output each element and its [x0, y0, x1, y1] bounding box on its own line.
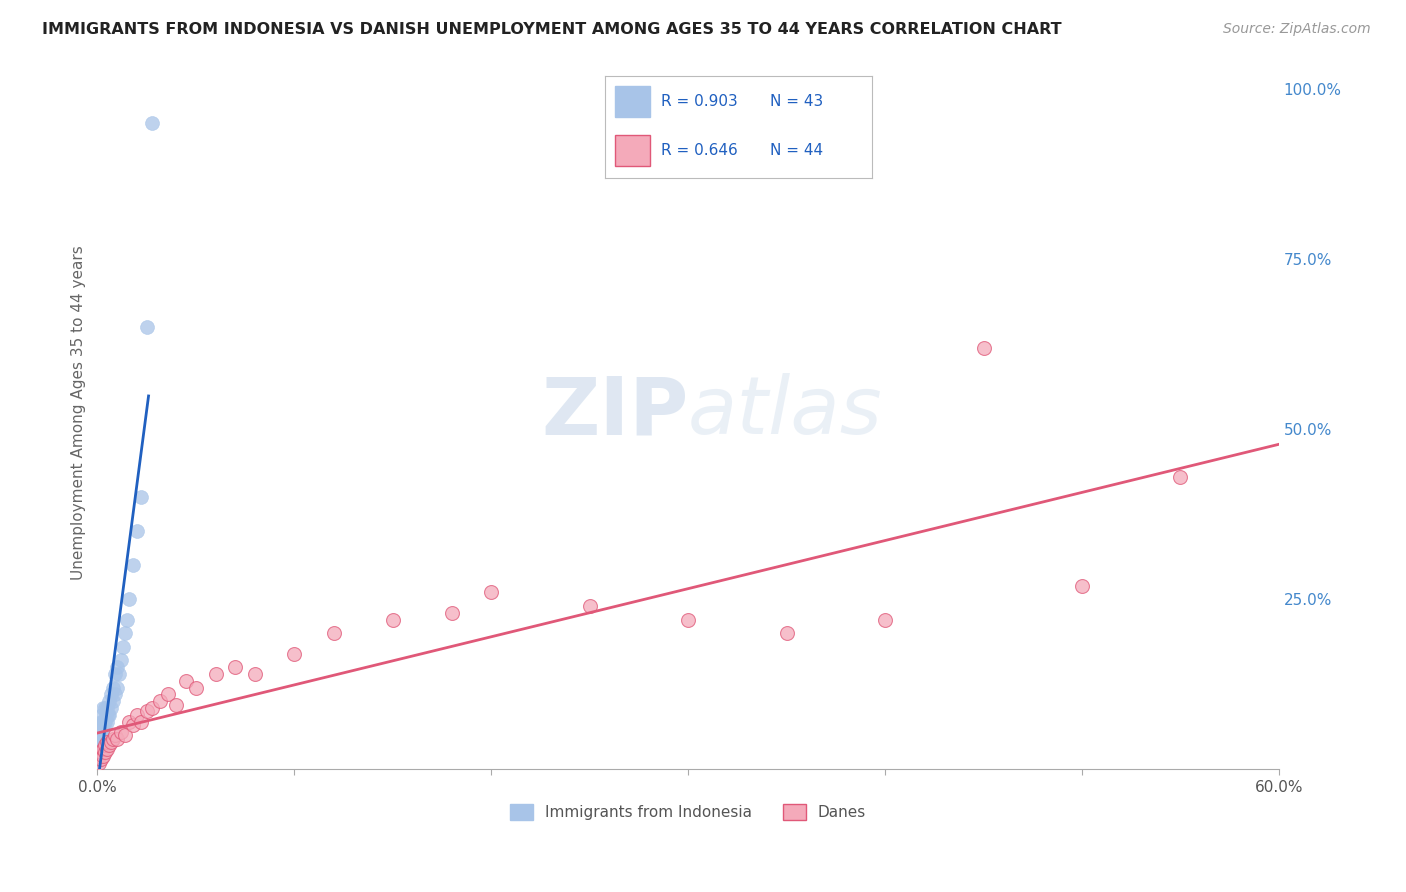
Point	[111, 640, 134, 654]
Point	[578, 599, 600, 613]
Point	[184, 681, 207, 695]
Point	[96, 742, 118, 756]
Point	[98, 694, 121, 708]
Point	[100, 688, 122, 702]
Point	[90, 728, 112, 742]
Point	[86, 752, 108, 766]
Point	[86, 756, 108, 770]
Point	[90, 752, 112, 766]
Point	[96, 735, 118, 749]
Text: N = 44: N = 44	[770, 144, 824, 158]
Point	[108, 667, 131, 681]
Text: R = 0.646: R = 0.646	[661, 144, 737, 158]
Point	[101, 731, 124, 746]
Point	[129, 490, 152, 504]
Point	[94, 701, 117, 715]
Point	[91, 742, 114, 756]
Point	[101, 694, 124, 708]
Point	[100, 735, 122, 749]
Point	[91, 714, 114, 729]
Point	[100, 701, 122, 715]
Point	[873, 613, 896, 627]
Point	[121, 718, 143, 732]
Point	[91, 701, 114, 715]
Point	[676, 613, 699, 627]
Point	[479, 585, 502, 599]
Point	[243, 667, 266, 681]
Point	[322, 626, 344, 640]
Point	[204, 667, 226, 681]
Point	[91, 722, 114, 736]
Text: IMMIGRANTS FROM INDONESIA VS DANISH UNEMPLOYMENT AMONG AGES 35 TO 44 YEARS CORRE: IMMIGRANTS FROM INDONESIA VS DANISH UNEM…	[42, 22, 1062, 37]
Text: atlas: atlas	[688, 373, 883, 451]
Point	[157, 688, 180, 702]
Point	[87, 735, 110, 749]
Legend: Immigrants from Indonesia, Danes: Immigrants from Indonesia, Danes	[503, 797, 872, 826]
Point	[96, 714, 118, 729]
Point	[91, 728, 114, 742]
Point	[89, 722, 111, 736]
Point	[135, 320, 157, 334]
Point	[98, 739, 121, 753]
Point	[105, 731, 128, 746]
Point	[141, 116, 163, 130]
Point	[121, 558, 143, 573]
Point	[973, 341, 995, 355]
Point	[96, 701, 118, 715]
Point	[91, 707, 114, 722]
Point	[125, 524, 148, 539]
Point	[1170, 470, 1192, 484]
Point	[125, 707, 148, 722]
Y-axis label: Unemployment Among Ages 35 to 44 years: Unemployment Among Ages 35 to 44 years	[72, 244, 86, 580]
Point	[94, 714, 117, 729]
Point	[90, 745, 112, 759]
Text: Source: ZipAtlas.com: Source: ZipAtlas.com	[1223, 22, 1371, 37]
Point	[93, 714, 115, 729]
Point	[115, 613, 138, 627]
Point	[149, 694, 172, 708]
Point	[91, 748, 114, 763]
Point	[381, 613, 404, 627]
Point	[1071, 579, 1094, 593]
Point	[104, 728, 127, 742]
Point	[105, 681, 128, 695]
Text: R = 0.903: R = 0.903	[661, 94, 737, 109]
Point	[114, 728, 136, 742]
Point	[94, 745, 117, 759]
Point	[224, 660, 246, 674]
Point	[97, 707, 120, 722]
Point	[283, 647, 305, 661]
Point	[89, 722, 111, 736]
Text: ZIP: ZIP	[541, 373, 688, 451]
Point	[440, 606, 463, 620]
Point	[165, 698, 187, 712]
Bar	[616, 136, 650, 166]
Point	[94, 739, 117, 753]
Point	[775, 626, 797, 640]
Point	[87, 748, 110, 763]
Point	[98, 707, 121, 722]
Point	[174, 673, 197, 688]
Point	[104, 688, 127, 702]
Point	[110, 653, 132, 667]
Point	[89, 735, 111, 749]
Bar	[616, 87, 650, 117]
Point	[89, 756, 111, 770]
Point	[141, 701, 163, 715]
Point	[89, 742, 111, 756]
Point	[96, 707, 118, 722]
Point	[118, 714, 141, 729]
Point	[114, 626, 136, 640]
Point	[101, 681, 124, 695]
Point	[110, 725, 132, 739]
Point	[89, 728, 111, 742]
Point	[90, 714, 112, 729]
Point	[135, 705, 157, 719]
Point	[118, 592, 141, 607]
Point	[129, 714, 152, 729]
Point	[104, 667, 127, 681]
Text: N = 43: N = 43	[770, 94, 824, 109]
Point	[105, 660, 128, 674]
Point	[89, 748, 111, 763]
